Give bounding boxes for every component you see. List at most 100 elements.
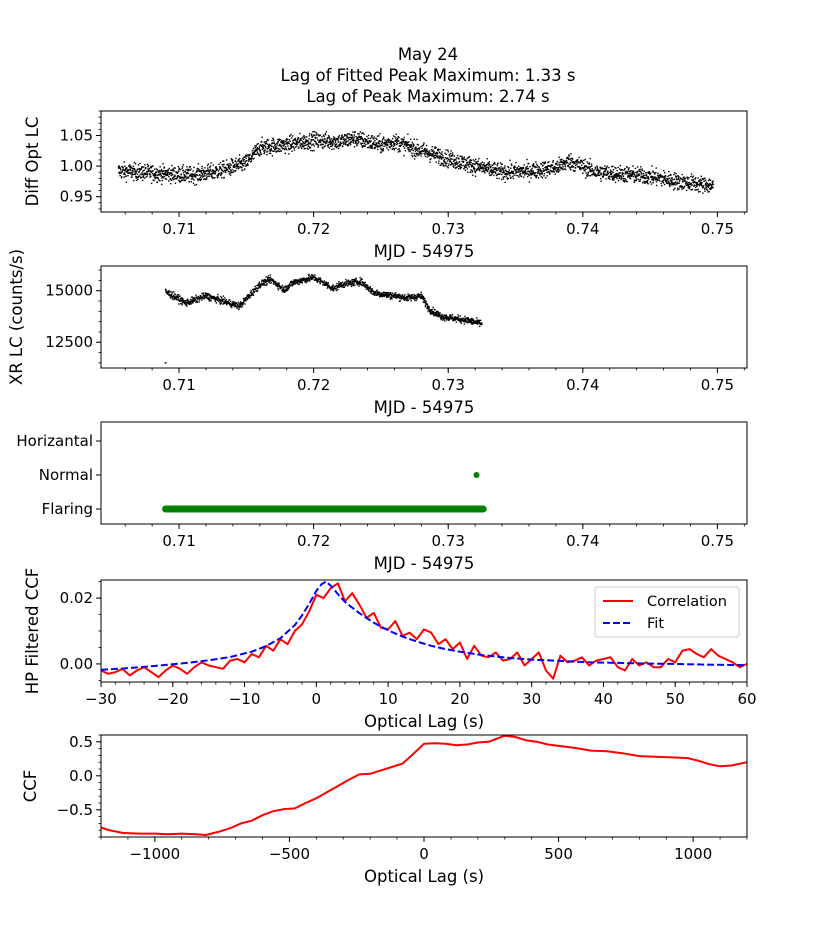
optical-data-point bbox=[299, 137, 302, 140]
optical-data-point bbox=[385, 141, 387, 143]
optical-data-point bbox=[377, 145, 380, 148]
xray-data-point bbox=[298, 279, 300, 281]
optical-data-point bbox=[614, 166, 616, 169]
optical-data-point bbox=[333, 136, 335, 138]
xray-data-point bbox=[238, 308, 240, 310]
xray-data-point bbox=[315, 279, 317, 281]
optical-data-point bbox=[615, 174, 618, 177]
optical-data-point bbox=[447, 167, 449, 169]
xray-data-point bbox=[381, 294, 384, 296]
optical-data-point bbox=[694, 178, 697, 180]
optical-data-point bbox=[241, 164, 244, 166]
xray-data-point bbox=[340, 284, 342, 287]
optical-data-point bbox=[475, 170, 478, 172]
y-axis-label: XR LC (counts/s) bbox=[7, 249, 26, 385]
xray-data-point bbox=[369, 290, 372, 292]
xray-data-point bbox=[420, 294, 423, 296]
optical-data-point bbox=[570, 169, 572, 171]
xray-data-point bbox=[410, 296, 412, 299]
optical-data-point bbox=[594, 166, 597, 169]
optical-data-point bbox=[561, 164, 563, 166]
xray-data-point bbox=[234, 304, 236, 306]
xray-data-point bbox=[385, 294, 387, 296]
optical-data-point bbox=[458, 161, 461, 163]
optical-data-point bbox=[370, 147, 373, 149]
optical-data-point bbox=[470, 169, 472, 171]
optical-data-point bbox=[287, 145, 289, 147]
optical-data-point bbox=[134, 173, 136, 176]
optical-data-point bbox=[203, 175, 206, 177]
optical-data-point bbox=[200, 178, 203, 180]
optical-data-point bbox=[407, 147, 410, 149]
xray-data-point bbox=[268, 282, 271, 284]
xray-data-point bbox=[176, 295, 178, 297]
xray-data-point bbox=[310, 276, 312, 278]
optical-data-point bbox=[239, 160, 242, 163]
xray-data-point bbox=[188, 303, 190, 306]
optical-data-point bbox=[287, 142, 290, 144]
xray-data-point bbox=[449, 315, 451, 318]
optical-data-point bbox=[706, 189, 709, 191]
xray-data-point bbox=[358, 281, 361, 284]
optical-data-point bbox=[415, 152, 417, 155]
xray-data-point bbox=[205, 296, 208, 298]
optical-data-point bbox=[623, 169, 625, 171]
optical-data-point bbox=[172, 168, 174, 170]
xray-data-point bbox=[478, 321, 481, 323]
xray-data-point bbox=[165, 289, 167, 292]
optical-data-point bbox=[285, 148, 288, 151]
optical-data-point bbox=[510, 171, 512, 173]
optical-data-point bbox=[311, 144, 313, 146]
optical-data-point bbox=[310, 149, 312, 152]
xray-data-point bbox=[235, 305, 237, 308]
xray-data-point bbox=[238, 306, 241, 308]
optical-data-point bbox=[195, 174, 198, 176]
optical-data-point bbox=[201, 174, 204, 176]
optical-data-point bbox=[370, 144, 372, 147]
optical-data-point bbox=[174, 167, 176, 169]
xray-data-point bbox=[439, 314, 442, 317]
optical-data-point bbox=[579, 168, 581, 171]
optical-data-point bbox=[265, 142, 268, 145]
optical-data-point bbox=[169, 172, 171, 174]
optical-data-point bbox=[223, 176, 225, 179]
xray-data-point bbox=[307, 276, 310, 279]
xray-data-point bbox=[316, 280, 318, 282]
optical-data-point bbox=[156, 171, 158, 173]
optical-data-point bbox=[519, 173, 521, 175]
xray-data-point bbox=[202, 294, 204, 296]
optical-data-point bbox=[423, 152, 425, 155]
optical-data-point bbox=[358, 136, 360, 138]
optical-data-point bbox=[523, 170, 526, 172]
xray-data-point bbox=[436, 315, 438, 317]
xray-data-point bbox=[390, 292, 392, 294]
optical-data-point bbox=[130, 174, 133, 176]
optical-data-point bbox=[585, 168, 587, 170]
xray-data-point bbox=[353, 279, 356, 282]
xray-data-point bbox=[452, 317, 454, 320]
optical-data-point bbox=[575, 160, 577, 162]
optical-data-point bbox=[155, 168, 158, 170]
optical-data-point bbox=[285, 139, 288, 141]
xray-data-point bbox=[239, 304, 241, 306]
xray-data-point bbox=[399, 295, 402, 297]
optical-data-point bbox=[508, 173, 511, 175]
optical-data-point bbox=[616, 169, 618, 172]
optical-data-point bbox=[698, 179, 700, 182]
optical-data-point bbox=[469, 160, 471, 162]
optical-data-point bbox=[496, 174, 498, 177]
optical-data-point bbox=[378, 142, 380, 145]
xray-data-point bbox=[169, 291, 171, 293]
optical-data-point bbox=[673, 173, 675, 176]
optical-data-point bbox=[235, 169, 237, 172]
optical-data-point bbox=[161, 177, 163, 179]
optical-data-point bbox=[286, 138, 289, 140]
optical-data-point bbox=[626, 172, 628, 175]
optical-data-point bbox=[346, 135, 348, 137]
xray-data-point bbox=[177, 294, 180, 296]
xray-data-point bbox=[267, 280, 270, 282]
optical-data-point bbox=[687, 178, 689, 180]
optical-data-point bbox=[621, 173, 624, 175]
optical-data-point bbox=[515, 174, 517, 177]
optical-data-point bbox=[195, 183, 198, 186]
